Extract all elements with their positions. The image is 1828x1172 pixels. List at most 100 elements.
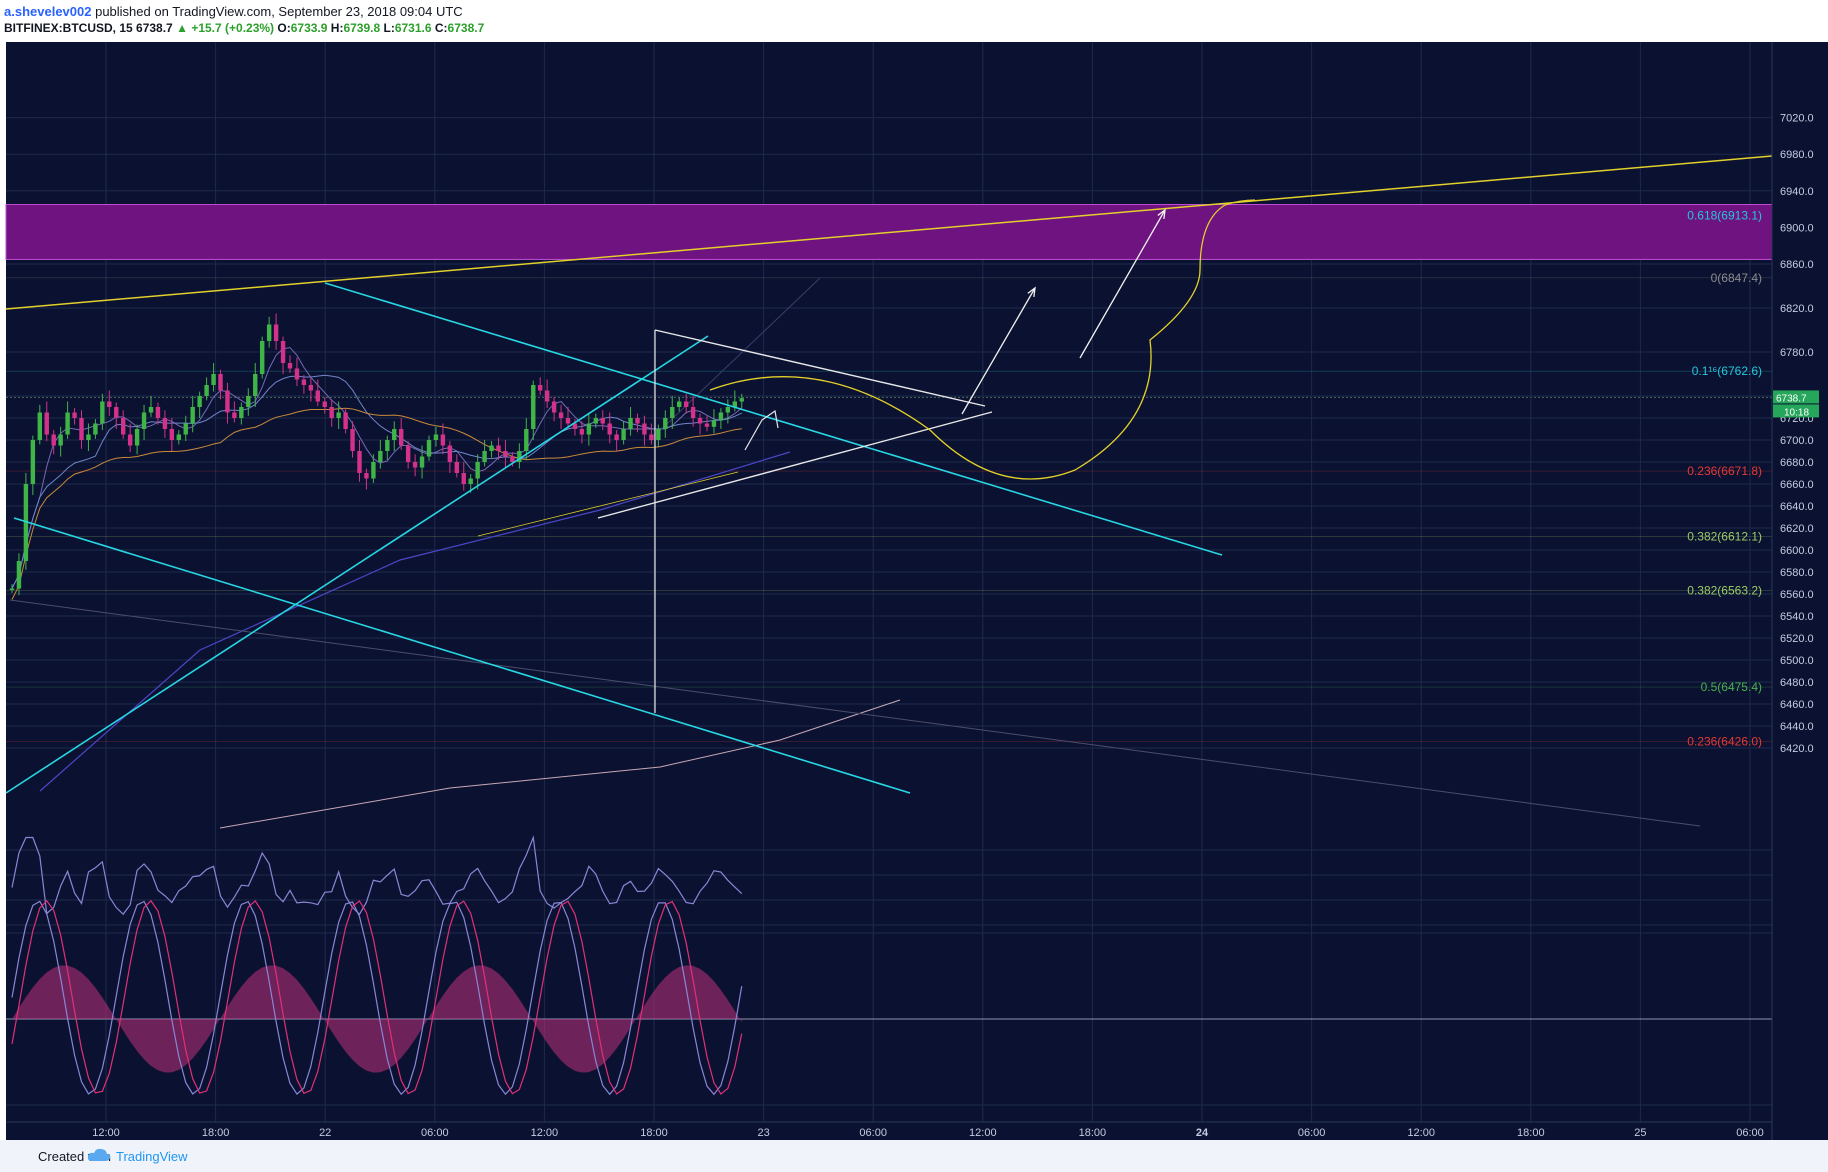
candle-body: [496, 445, 501, 451]
price-tick-label: 6540.0: [1780, 611, 1814, 623]
price-tick-label: 6560.0: [1780, 589, 1814, 601]
candle-body: [183, 423, 188, 435]
fib-label: 0.382(6563.2): [1687, 583, 1762, 597]
footer-bar: Created with TradingView: [0, 1140, 1828, 1172]
candle-body: [426, 440, 432, 457]
price-tick-label: 6580.0: [1780, 567, 1814, 579]
candle-body: [656, 429, 661, 440]
candle-body: [489, 445, 494, 451]
triangle-lower: [597, 411, 993, 519]
long-trendline: [9, 599, 1701, 827]
candle-body: [378, 451, 383, 462]
candle-body: [475, 462, 480, 479]
candle-body: [204, 385, 209, 396]
cyan-channel-lower: [13, 517, 911, 794]
price-tick-label: 6520.0: [1780, 633, 1814, 645]
fib-label: 0.5(6475.4): [1701, 680, 1762, 694]
candle-body: [280, 341, 286, 363]
candle-body: [405, 445, 411, 462]
candle-body: [79, 418, 84, 440]
candle-body: [148, 407, 154, 413]
price-tick-label: 6620.0: [1780, 523, 1814, 535]
candle-body: [697, 418, 703, 424]
price-tick-label: 6600.0: [1780, 545, 1814, 557]
projection-arrow-2-head: [1157, 208, 1166, 220]
projection-arrow-1-head: [1027, 286, 1036, 298]
cyan-rising-line: [5, 335, 709, 794]
candle-body: [253, 374, 258, 396]
price-axis[interactable]: 7020.0 6980.0 6940.0 6900.0 6860.0 6820.0 6780…: [1771, 42, 1828, 1140]
time-tick-label: 06:00: [421, 1127, 449, 1139]
tradingview-link[interactable]: TradingView: [116, 1149, 188, 1164]
candle-body: [190, 407, 195, 424]
fib-label: 0.1¹⁶(6762.6): [1692, 364, 1762, 378]
price-tick-label: 6500.0: [1780, 655, 1814, 667]
candle-body: [287, 363, 293, 369]
stoch-d-line: [11, 899, 743, 1095]
time-tick-label: 18:00: [1517, 1127, 1545, 1139]
candle-body: [593, 418, 598, 424]
time-tick-label: 22: [319, 1127, 331, 1139]
candle-body: [454, 462, 459, 473]
candle-body: [273, 324, 279, 341]
countdown-tag: [1773, 404, 1819, 418]
author-link[interactable]: a.shevelev002: [4, 4, 92, 19]
chart-canvas[interactable]: 80.000060.000040.000020.0000 80.000040.0…: [0, 40, 1828, 1140]
candle-body: [30, 440, 36, 484]
low-value: 6731.6: [394, 21, 432, 35]
candle-body: [579, 429, 585, 435]
candle-body: [524, 429, 529, 451]
candle-body: [211, 374, 216, 385]
candle-body: [600, 418, 605, 424]
publish-info: published on TradingView.com, September …: [95, 4, 463, 19]
price-tick-label: 6440.0: [1780, 721, 1814, 733]
projection-arrow-1: [961, 287, 1036, 415]
cyan-channel-upper: [324, 282, 1223, 556]
candle-body: [350, 429, 355, 451]
zigzag: [744, 409, 779, 451]
close-label: C:: [434, 21, 448, 35]
candle-body: [683, 401, 689, 407]
candle-body: [176, 434, 181, 440]
candle-body: [635, 418, 640, 424]
candle-body: [51, 434, 56, 446]
candle-body: [586, 423, 592, 435]
price-tick-label: 6480.0: [1780, 677, 1814, 689]
candle-body: [677, 401, 682, 407]
time-tick-label: 24: [1196, 1127, 1209, 1139]
candle-body: [260, 341, 265, 374]
price-tick-label: 6940.0: [1780, 186, 1814, 198]
candle-body: [218, 374, 223, 391]
time-tick-label: 18:00: [1079, 1127, 1107, 1139]
candle-body: [114, 407, 119, 418]
time-axis[interactable]: 12:00 18:00 22 06:00 12:00 18:00 23 06:00 12:00 1…: [6, 1121, 1772, 1139]
time-tick-label: 06:00: [859, 1127, 887, 1139]
current-price-label: 6738.7: [1776, 393, 1807, 404]
time-tick-label: 18:00: [640, 1127, 668, 1139]
candle-body: [565, 418, 571, 424]
time-tick-label: 12:00: [1407, 1127, 1435, 1139]
candle-body: [621, 429, 626, 440]
candle-body: [301, 379, 307, 385]
candle-body: [371, 462, 376, 479]
candle-body: [551, 401, 557, 413]
low-label: L:: [383, 21, 395, 35]
candle-body: [9, 588, 15, 590]
open-value: 6733.9: [290, 21, 328, 35]
candle-body: [628, 418, 633, 429]
up-arrow-icon: ▲: [176, 21, 188, 35]
ma-long: [219, 699, 901, 829]
candle-body: [169, 429, 175, 440]
candle-body: [232, 412, 237, 418]
fib-label: 0(6847.4): [1711, 271, 1762, 285]
price-tick-label: 6900.0: [1780, 222, 1814, 234]
open-label: O:: [277, 21, 291, 35]
candle-body: [642, 423, 647, 435]
candle-body: [37, 412, 42, 440]
candle-body: [670, 407, 675, 418]
candle-body: [72, 412, 77, 418]
candle-body: [336, 412, 341, 418]
candle-body: [447, 445, 453, 462]
time-tick-label: 12:00: [969, 1127, 997, 1139]
candle-body: [364, 473, 369, 479]
